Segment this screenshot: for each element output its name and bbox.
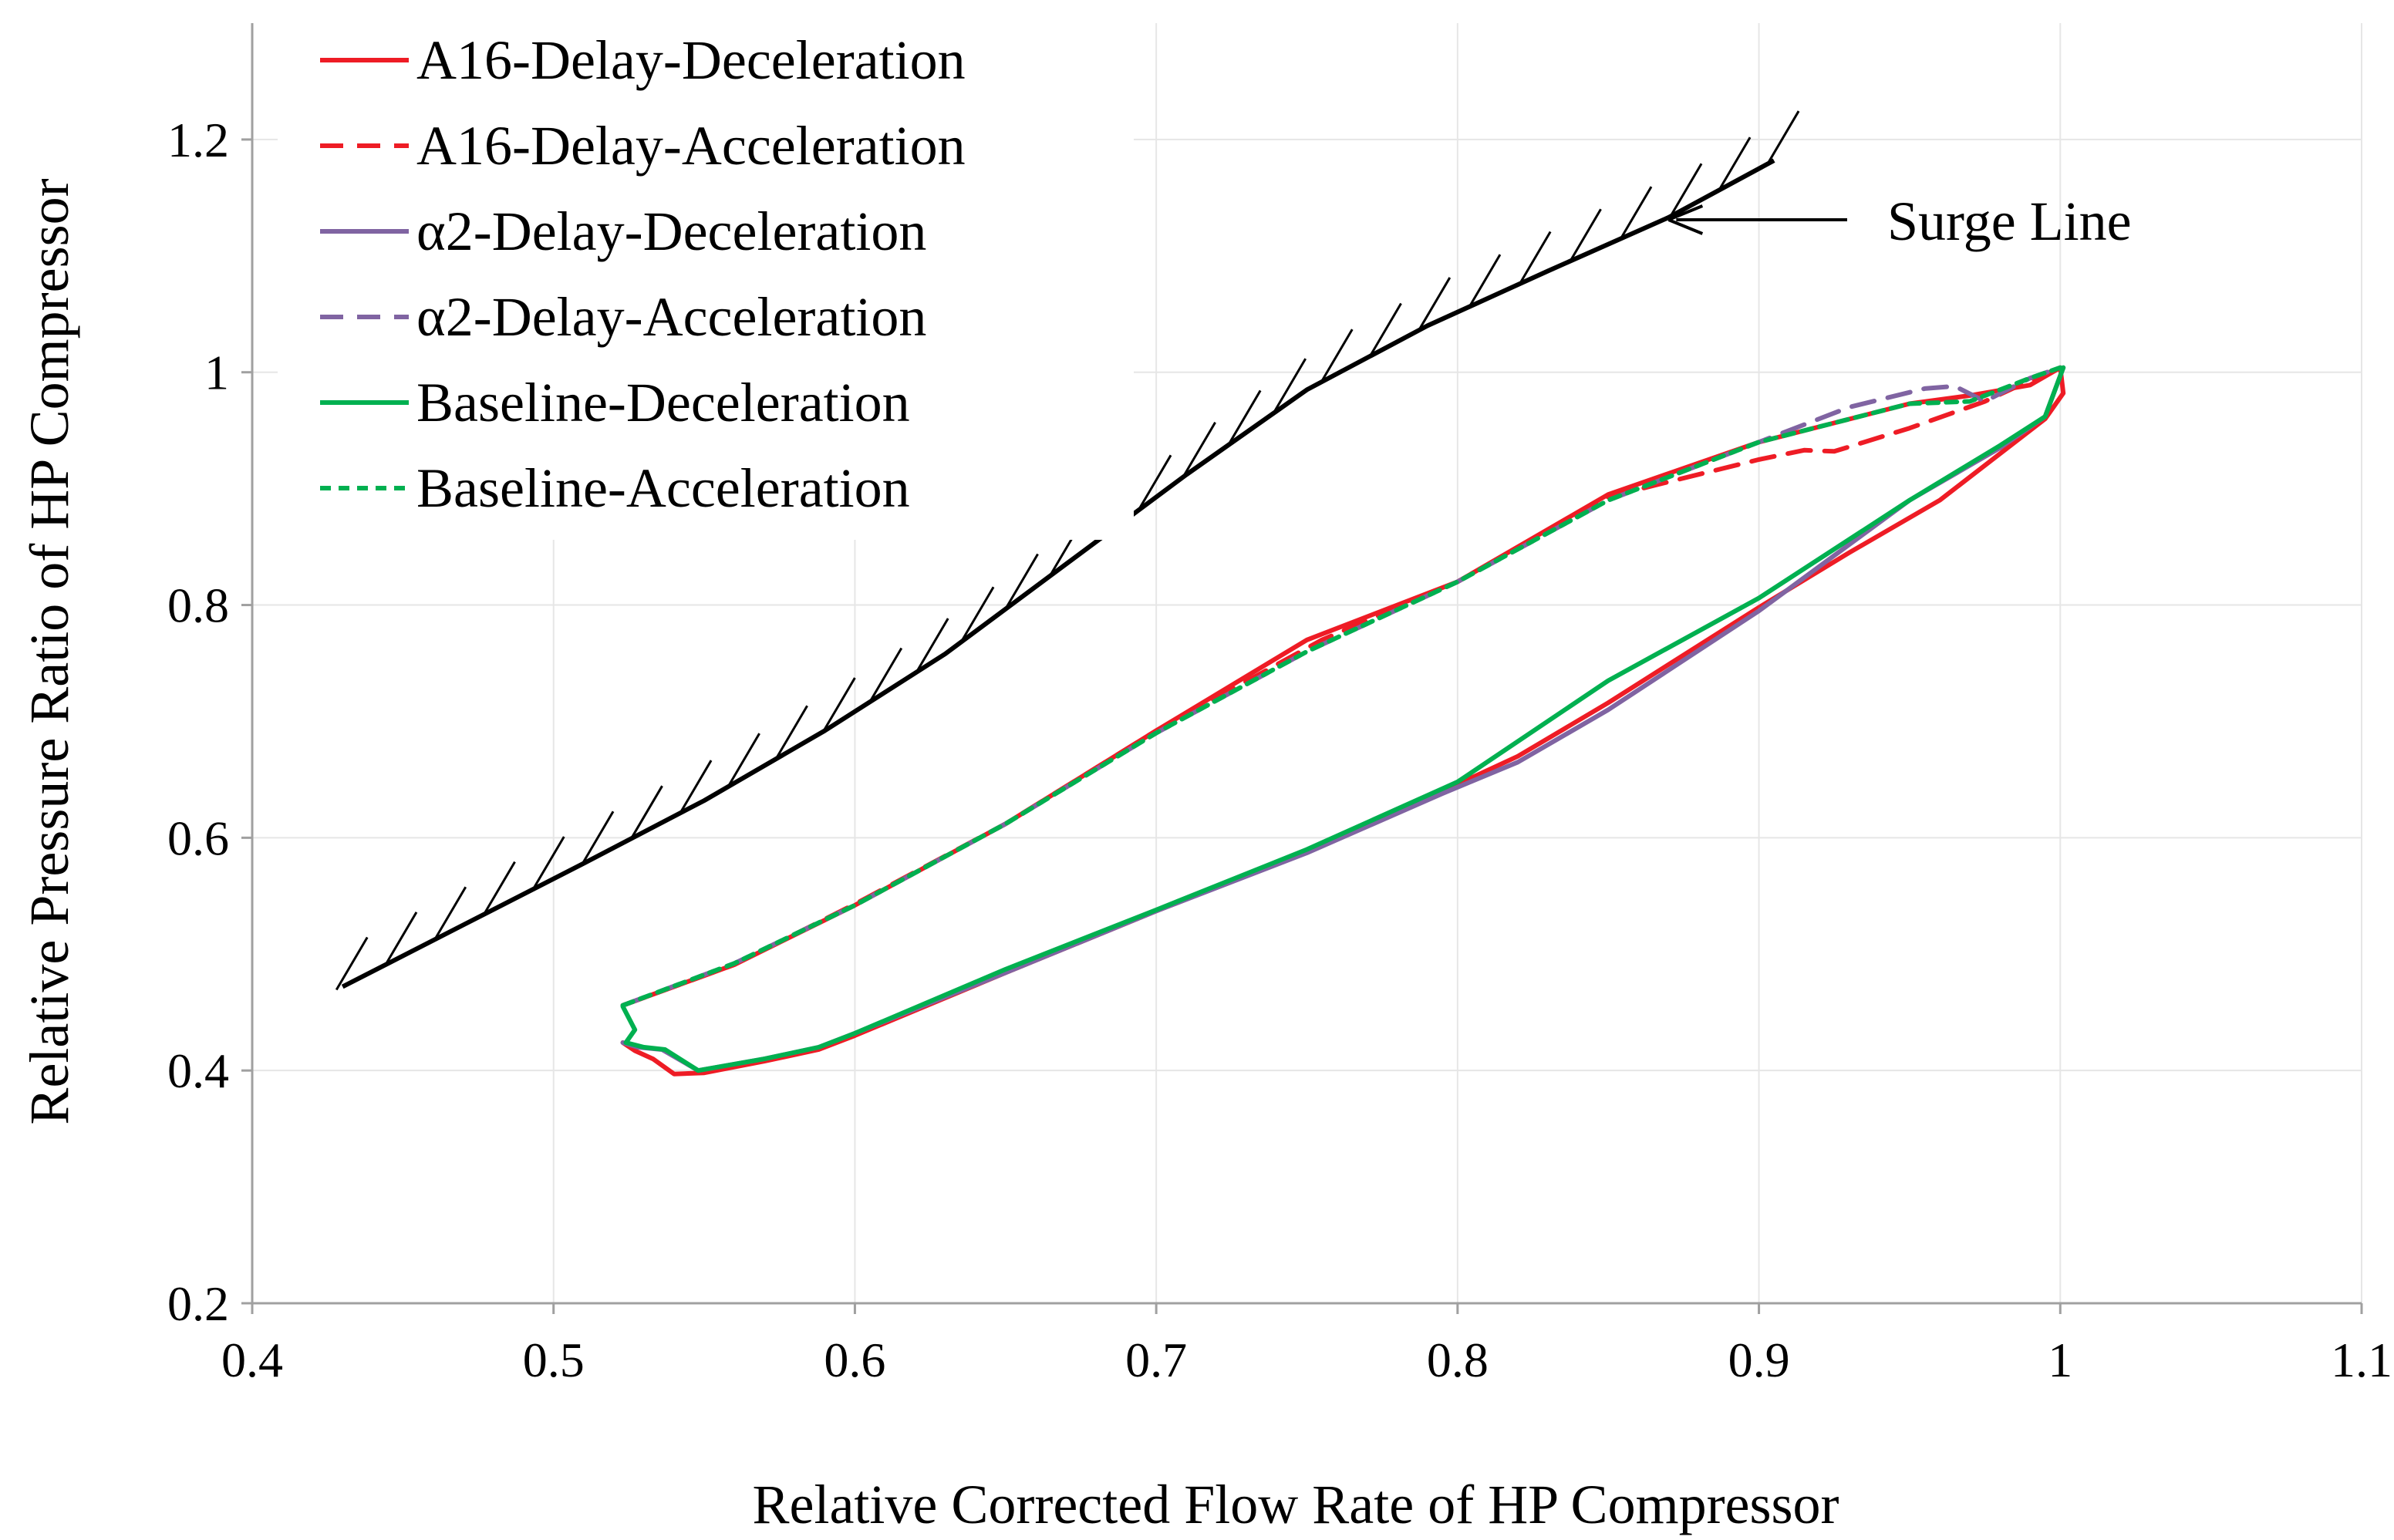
series-line-4 xyxy=(620,365,2066,1073)
y-tick-label: 1 xyxy=(204,345,229,400)
surge-hatch-mark xyxy=(1006,553,1039,608)
tick-labels: 0.4 0.5 0.6 0.7 0.8 0.9 1 1.10.20.40.60.811.2 xyxy=(167,113,2392,1387)
legend-box xyxy=(278,15,1134,540)
x-tick-label: 0.4 xyxy=(221,1333,283,1387)
surge-hatch-mark xyxy=(532,836,565,890)
surge-hatch-mark xyxy=(1468,254,1502,308)
surge-hatch-mark xyxy=(823,677,856,731)
surge-hatch-mark xyxy=(1569,208,1602,262)
surge-hatch-mark xyxy=(915,618,949,672)
surge-hatch-mark xyxy=(1718,136,1752,190)
x-tick-label: 1.1 xyxy=(2331,1333,2392,1387)
surge-hatch-mark xyxy=(679,760,713,814)
y-tick-label: 1.2 xyxy=(167,113,229,167)
x-tick-label: 0.7 xyxy=(1125,1333,1187,1387)
annotation-text: Surge Line xyxy=(1887,190,2132,252)
surge-hatch-mark xyxy=(335,936,369,991)
legend: A16-Delay-Deceleration A16-Delay-Accelera… xyxy=(278,15,1134,540)
legend-label-3: α2-Delay-Acceleration xyxy=(416,286,926,348)
surge-hatch-mark xyxy=(433,886,467,941)
surge-hatch-mark xyxy=(961,586,995,641)
x-tick-label: 0.9 xyxy=(1728,1333,1790,1387)
legend-label-4: Baseline-Deceleration xyxy=(416,372,910,433)
surge-hatch-mark xyxy=(1766,110,1800,164)
x-tick-label: 0.5 xyxy=(523,1333,585,1387)
surge-hatch-mark xyxy=(1228,389,1262,444)
axes xyxy=(241,23,2363,1314)
y-tick-label: 0.6 xyxy=(167,810,229,865)
surge-hatch-mark xyxy=(727,733,760,787)
surge-hatch-mark xyxy=(1273,358,1307,412)
surge-hatch-mark xyxy=(1518,231,1552,285)
surge-hatch-mark xyxy=(384,912,418,965)
surge-hatch-mark xyxy=(775,705,808,760)
surge-line-annotation: Surge Line xyxy=(1667,190,2132,252)
x-tick-label: 0.6 xyxy=(824,1333,885,1387)
surge-hatch-mark xyxy=(581,810,615,865)
legend-label-0: A16-Delay-Deceleration xyxy=(416,29,966,91)
y-tick-label: 0.4 xyxy=(167,1043,229,1098)
series-lines xyxy=(620,365,2066,1077)
legend-label-1: A16-Delay-Acceleration xyxy=(416,115,966,177)
x-tick-label: 0.8 xyxy=(1427,1333,1489,1387)
surge-hatch-mark xyxy=(1619,186,1653,240)
surge-hatch-mark xyxy=(1320,329,1354,382)
surge-hatch-mark xyxy=(483,861,516,915)
x-axis-title: Relative Corrected Flow Rate of HP Compr… xyxy=(752,1474,1839,1535)
x-tick-label: 1 xyxy=(2048,1333,2072,1387)
y-tick-label: 0.2 xyxy=(167,1276,229,1331)
surge-hatch-mark xyxy=(869,647,903,702)
surge-hatch-mark xyxy=(1418,277,1452,331)
y-axis-title: Relative Pressure Ratio of HP Compressor xyxy=(19,178,80,1124)
surge-hatch-mark xyxy=(1669,163,1703,217)
legend-label-5: Baseline-Acceleration xyxy=(416,457,910,519)
surge-hatch-mark xyxy=(1138,454,1172,509)
y-tick-label: 0.8 xyxy=(167,578,229,633)
series-line-5 xyxy=(620,365,2063,1008)
annotation-arrow-head xyxy=(1667,204,1704,235)
surge-hatch-mark xyxy=(1183,421,1216,476)
legend-label-2: α2-Delay-Deceleration xyxy=(416,201,926,262)
surge-hatch-mark xyxy=(1369,302,1402,357)
surge-hatch-mark xyxy=(630,785,663,839)
